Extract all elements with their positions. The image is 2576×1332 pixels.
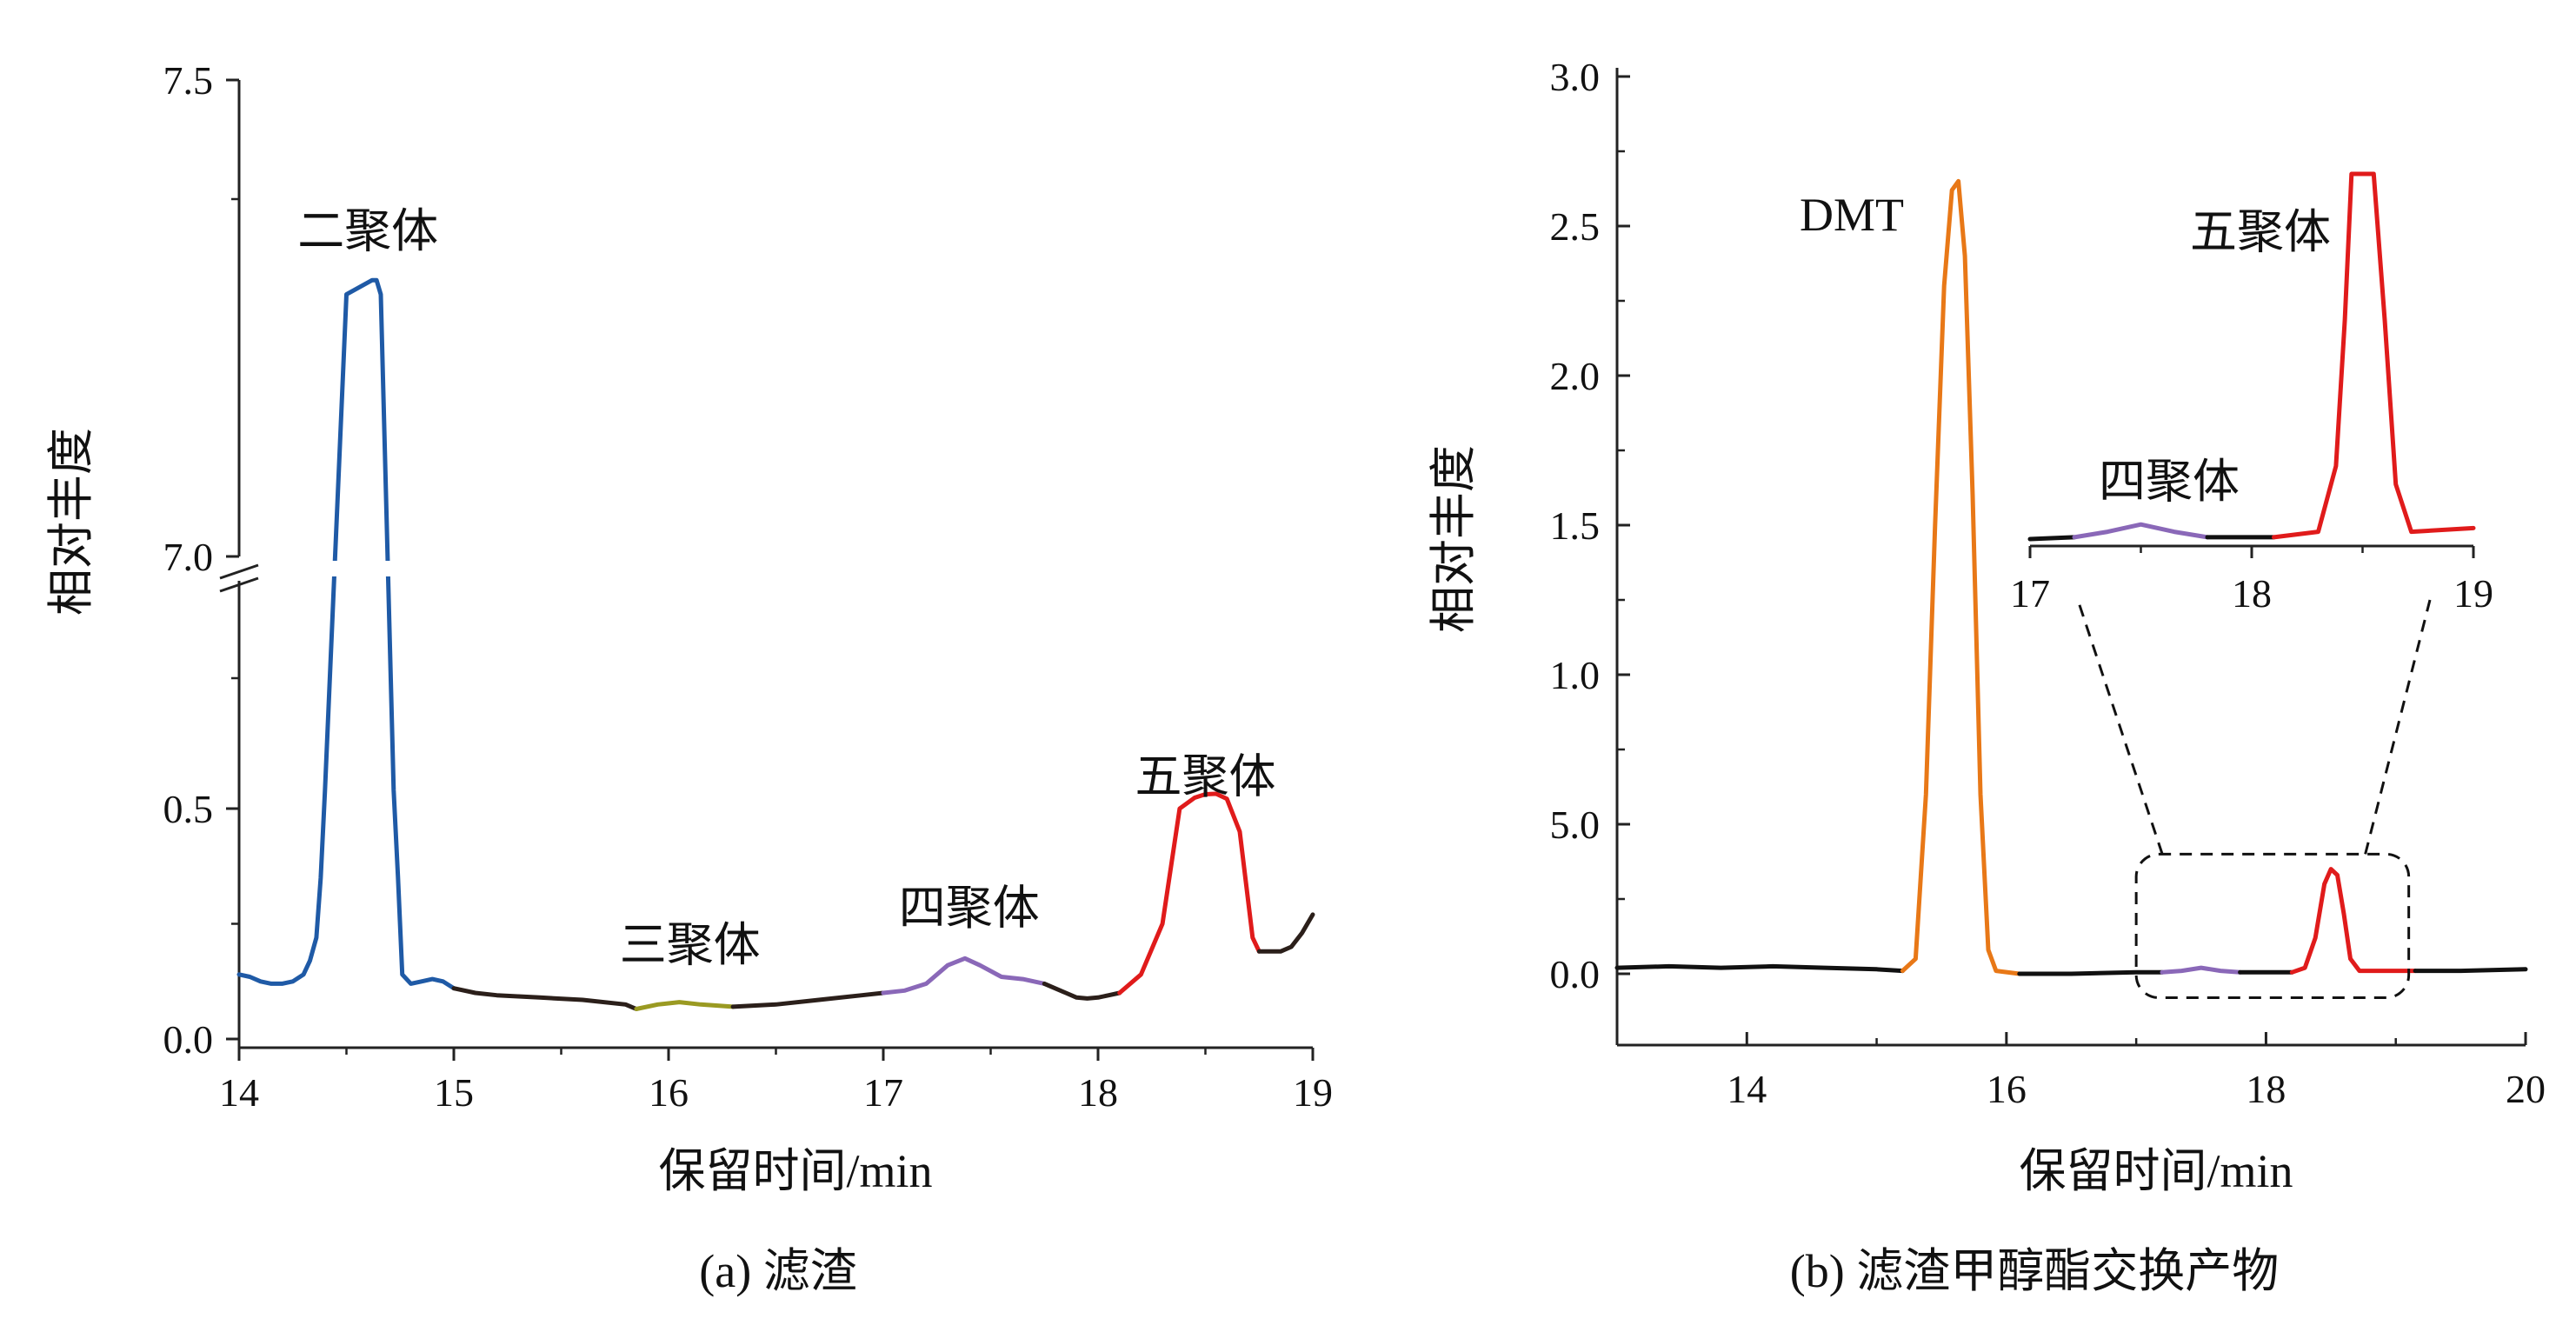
chart-a-ylabel: 相对丰度	[43, 428, 98, 616]
y-tick-label: 0.0	[163, 1017, 214, 1062]
chart-a-series-line	[236, 277, 456, 991]
chart-a-y-ticks: 0.0 0.5 7.0 7.5	[163, 58, 239, 1062]
chart-a-series-line	[451, 986, 639, 1011]
x-tick-label: 18	[1078, 1070, 1118, 1115]
y-tick-label: 5.0	[1550, 803, 1601, 847]
chart-b-zoom-indicator	[2076, 599, 2432, 1000]
chart-a-series-line	[1256, 912, 1315, 954]
chart-b: 14 16 18 20 0.0 5.0 1.0 1.5 2.0 2.5 3.0 17 18 19 DM…	[1426, 55, 2546, 1297]
chart-b-inset: 17 18 19	[2010, 171, 2493, 616]
chart-b-zoom-box	[2134, 852, 2411, 1000]
inset-x-tick-label: 17	[2010, 571, 2050, 616]
chart-b-series-line	[2413, 967, 2528, 974]
x-tick-label: 20	[2506, 1067, 2546, 1111]
chart-a-series-line	[634, 1000, 736, 1011]
chart-b-zoom-connector	[2364, 599, 2432, 855]
inset-x-tick-label: 19	[2453, 571, 2493, 616]
chart-b-annotation: 五聚体	[2190, 204, 2331, 259]
chart-a-series-line	[881, 956, 1047, 996]
chart-b-annotation: DMT	[1800, 189, 1904, 241]
x-tick-label: 18	[2246, 1067, 2286, 1111]
chart-b-series	[1614, 178, 2528, 976]
x-tick-label: 14	[219, 1070, 259, 1115]
chart-b-xlabel: 保留时间/min	[2019, 1145, 2293, 1197]
chart-a-break-gap	[313, 561, 417, 576]
chart-a-series-line	[1042, 981, 1122, 1001]
chart-b-caption: (b) 滤渣甲醇酯交换产物	[1790, 1245, 2279, 1297]
x-tick-label: 16	[1987, 1067, 2027, 1111]
chart-a-series-line	[1117, 791, 1261, 996]
chart-a-axis-break-mark	[219, 563, 259, 580]
x-tick-label: 15	[434, 1070, 474, 1115]
inset-x-tick-label: 18	[2232, 571, 2272, 616]
x-tick-label: 14	[1727, 1067, 1767, 1111]
chart-b-inset-series-line	[2272, 171, 2476, 540]
chart-b-y-ticks: 0.0 5.0 1.0 1.5 2.0 2.5 3.0	[1550, 55, 1630, 996]
y-tick-label: 0.5	[163, 787, 214, 831]
y-tick-label: 0.0	[1550, 952, 1601, 996]
y-tick-label: 7.0	[163, 535, 214, 579]
x-tick-label: 16	[649, 1070, 689, 1115]
chart-b-annotation: 四聚体	[2099, 454, 2240, 509]
chart-a-axis-break-mark	[219, 576, 259, 593]
chart-a-annotation: 三聚体	[620, 917, 761, 972]
chart-a-caption: (a) 滤渣	[699, 1245, 856, 1297]
y-tick-label: 3.0	[1550, 55, 1601, 99]
y-tick-label: 1.0	[1550, 653, 1601, 697]
y-tick-label: 2.0	[1550, 354, 1601, 398]
chart-a-xlabel: 保留时间/min	[658, 1145, 932, 1197]
chart-b-axes	[1615, 68, 2526, 1047]
chart-a-annotation: 五聚体	[1135, 749, 1276, 803]
chart-a-x-ticks: 14 15 16 17 18 19	[219, 1048, 1333, 1115]
chart-b-series-line	[1900, 178, 2022, 976]
chart-b-series-line	[1614, 963, 1905, 974]
chart-a-annotation: 二聚体	[297, 203, 438, 258]
y-tick-label: 2.5	[1550, 204, 1601, 249]
chart-b-series-line	[2289, 867, 2418, 975]
chart-b-series-line	[2017, 969, 2165, 976]
chart-b-series-line	[2160, 965, 2243, 975]
x-tick-label: 17	[863, 1070, 903, 1115]
chart-b-x-ticks: 14 16 18 20	[1615, 1032, 2546, 1111]
chart-b-zoom-connector	[2076, 599, 2164, 855]
chart-a-series	[236, 277, 1315, 1011]
y-tick-label: 1.5	[1550, 503, 1601, 548]
chart-a-series-line	[730, 990, 886, 1009]
y-tick-label: 7.5	[163, 58, 214, 103]
chart-b-ylabel: 相对丰度	[1426, 445, 1481, 633]
x-tick-label: 19	[1293, 1070, 1333, 1115]
chart-b-inset-series-line	[2072, 522, 2210, 540]
chart-a-annotation: 四聚体	[899, 881, 1040, 936]
chart-b-inset-series-line	[2027, 535, 2077, 542]
